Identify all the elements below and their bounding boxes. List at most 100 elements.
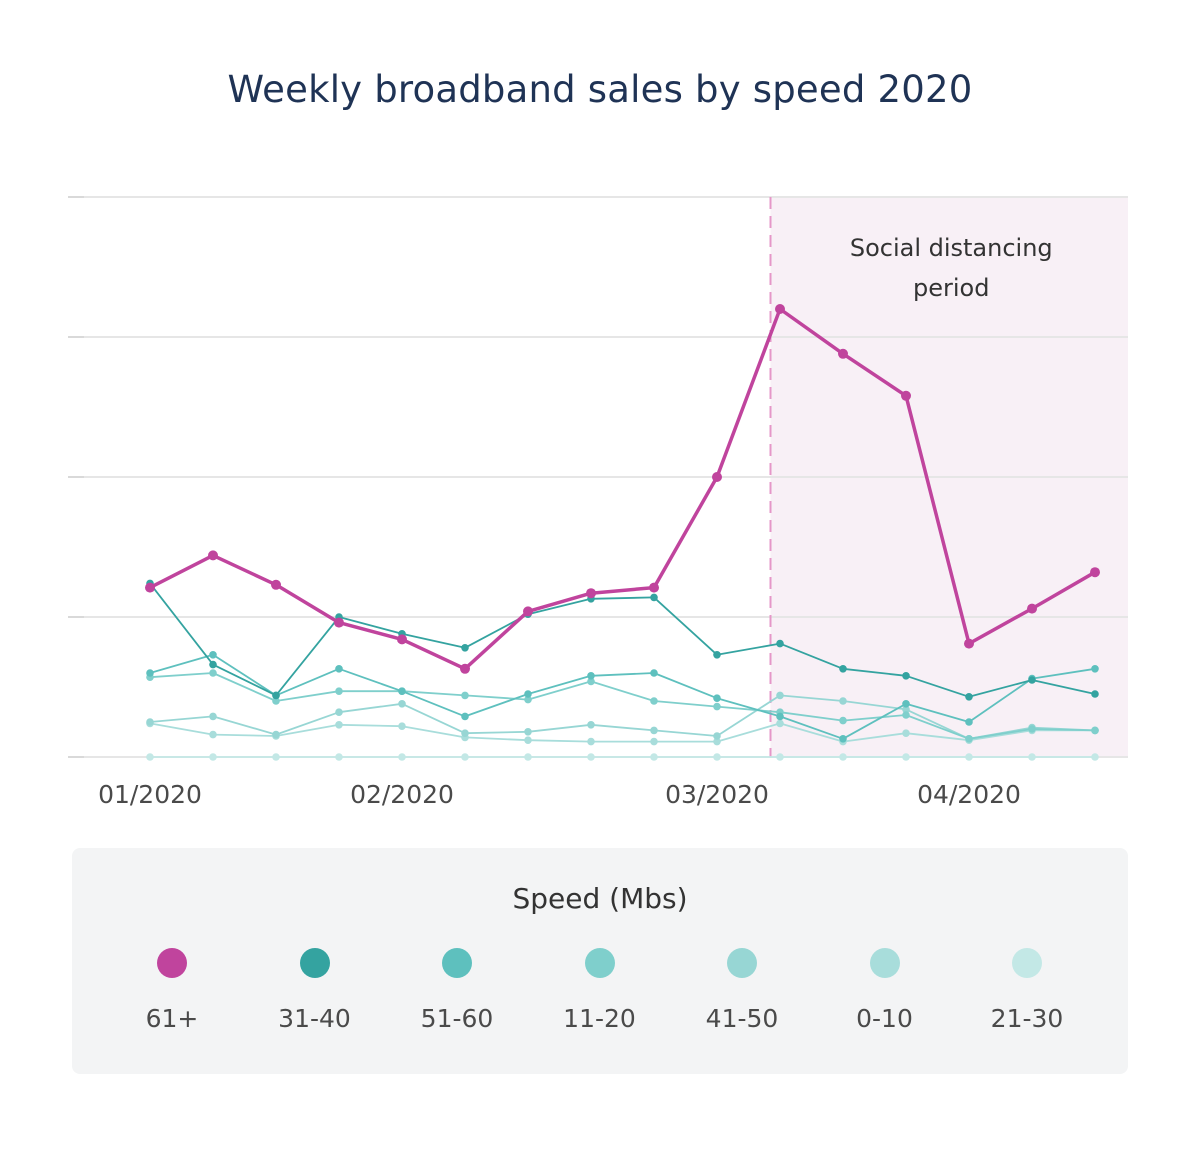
data-point-51-60 [335, 665, 343, 673]
legend-label: 31-40 [278, 1004, 351, 1033]
data-point-31-40 [1091, 690, 1099, 698]
data-point-21-30 [272, 753, 280, 761]
data-point-11-20 [965, 735, 973, 743]
data-point-61plus [838, 348, 848, 359]
data-point-41-50 [398, 700, 406, 708]
data-point-21-30 [1091, 753, 1099, 761]
legend-swatch [584, 948, 615, 978]
data-point-41-50 [461, 729, 469, 737]
legend-items: 61+ 31-40 51-60 11-20 41-50 0-10 21-30 [72, 948, 1128, 1058]
data-point-0-10 [398, 722, 406, 730]
data-point-51-60 [209, 651, 217, 659]
data-point-31-40 [965, 693, 973, 701]
legend-label: 11-20 [563, 1004, 636, 1033]
data-point-11-20 [650, 697, 658, 705]
annotation-line1: Social distancing [850, 234, 1053, 262]
data-point-21-30 [587, 753, 595, 761]
data-point-51-60 [902, 700, 910, 708]
data-point-0-10 [209, 730, 217, 739]
data-point-21-30 [398, 753, 406, 761]
data-point-51-60 [839, 735, 847, 743]
data-point-31-40 [839, 665, 847, 673]
x-tick-label: 02/2020 [350, 780, 454, 809]
data-point-0-10 [335, 721, 343, 729]
data-point-51-60 [398, 687, 406, 695]
legend-item: 11-20 [530, 948, 670, 1033]
data-point-31-40 [461, 644, 469, 652]
chart-title: Weekly broadband sales by speed 2020 [227, 68, 973, 111]
data-point-21-30 [461, 753, 469, 761]
data-point-21-30 [902, 753, 910, 761]
data-point-11-20 [461, 691, 469, 700]
data-point-61plus [208, 550, 218, 561]
legend-swatch [442, 948, 472, 978]
data-point-11-20 [587, 677, 595, 686]
data-point-41-50 [650, 726, 658, 735]
data-point-31-40 [272, 691, 280, 700]
data-point-11-20 [524, 695, 532, 704]
legend-title: Speed (Mbs) [512, 882, 688, 915]
data-point-0-10 [524, 736, 532, 744]
data-point-51-60 [146, 669, 154, 677]
legend-label: 51-60 [420, 1004, 494, 1033]
data-point-51-60 [587, 672, 595, 680]
data-point-21-30 [776, 753, 784, 761]
data-point-11-20 [1091, 726, 1099, 735]
data-point-11-20 [713, 702, 721, 711]
series-line-41-50 [149, 694, 1096, 740]
legend-swatch [1012, 948, 1042, 978]
data-point-0-10 [713, 737, 721, 746]
legend-item: 31-40 [245, 948, 385, 1033]
data-point-61plus [1027, 603, 1037, 614]
data-point-31-40 [713, 651, 721, 659]
series-line-61plus [149, 307, 1096, 671]
legend-item: 21-30 [957, 948, 1097, 1033]
data-point-31-40 [902, 672, 910, 680]
data-point-41-50 [209, 712, 217, 721]
data-point-21-30 [209, 753, 217, 761]
data-point-41-50 [272, 730, 280, 739]
legend-swatch [869, 948, 900, 978]
data-point-51-60 [965, 718, 973, 726]
data-point-0-10 [587, 737, 595, 746]
data-point-61plus [523, 606, 533, 617]
data-point-21-30 [713, 753, 721, 761]
data-point-0-10 [902, 729, 910, 737]
data-point-21-30 [839, 753, 847, 761]
data-point-21-30 [146, 753, 154, 761]
legend-label: 21-30 [990, 1004, 1064, 1033]
data-point-31-40 [776, 639, 784, 648]
data-point-0-10 [650, 737, 658, 746]
data-point-61plus [397, 634, 407, 645]
x-tick-label: 03/2020 [665, 780, 769, 809]
data-point-51-60 [776, 712, 784, 721]
legend-item: 41-50 [672, 948, 812, 1033]
line-chart: Social distancing period 01/2020 02/2020 03/… [68, 196, 1128, 809]
data-point-61plus [901, 390, 911, 401]
data-point-61plus [334, 617, 344, 628]
data-point-51-60 [524, 690, 532, 698]
data-point-41-50 [587, 721, 595, 729]
data-point-41-50 [335, 708, 343, 716]
legend-swatch [727, 948, 757, 978]
data-point-11-20 [902, 711, 910, 719]
data-point-41-50 [146, 718, 154, 726]
legend-label: 61+ [145, 1004, 199, 1033]
data-point-61plus [271, 579, 281, 590]
data-point-61plus [145, 582, 155, 593]
legend-item: 0-10 [815, 948, 955, 1033]
data-point-11-20 [1028, 725, 1036, 733]
data-point-21-30 [524, 753, 532, 761]
data-point-21-30 [335, 753, 343, 761]
legend-label: 41-50 [705, 1004, 779, 1033]
legend-item: 51-60 [387, 948, 527, 1033]
data-point-61plus [1090, 567, 1100, 578]
series-line-11-20 [149, 672, 1096, 740]
data-point-41-50 [524, 728, 532, 736]
data-point-61plus [586, 588, 596, 599]
data-point-11-20 [839, 716, 847, 725]
data-point-51-60 [461, 712, 469, 721]
data-point-51-60 [713, 694, 721, 702]
data-point-41-50 [839, 697, 847, 705]
legend-item: 61+ [102, 948, 242, 1033]
